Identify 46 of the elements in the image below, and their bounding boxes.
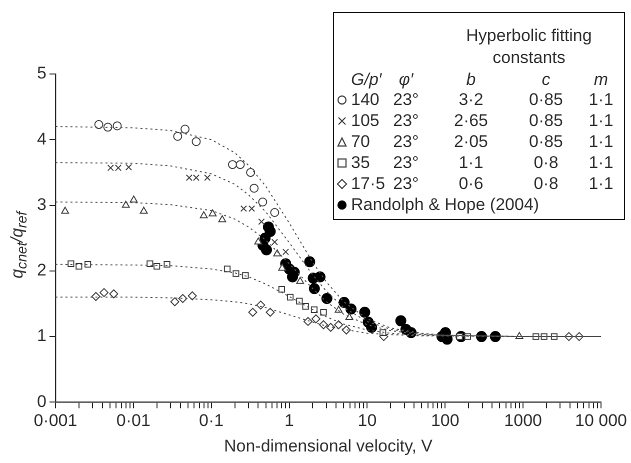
annotation: 23° (393, 111, 419, 131)
annotation: 1·1 (588, 111, 614, 131)
x-tick-label: 0·1 (199, 411, 224, 430)
annotation: 0·8 (534, 153, 558, 173)
annotation: φ′ (398, 70, 414, 90)
x-tick-label: 10 (358, 411, 377, 430)
y-tick-label: 4 (36, 129, 46, 148)
y-tick-label: 2 (36, 260, 46, 280)
annotation: c (542, 70, 550, 90)
legend-label: 105 (351, 111, 380, 131)
annotation: 0·85 (528, 111, 564, 131)
x-tick-label: 0·001 (34, 411, 78, 430)
y-tick-label: 1 (36, 326, 46, 346)
annotation: 23° (393, 174, 419, 194)
annotation: 1·1 (458, 153, 484, 173)
x-tick-label: 100 (430, 411, 460, 430)
annotation: 2·05 (454, 132, 488, 152)
legend-label: 17·5 (351, 174, 386, 194)
legend-label: Randolph & Hope (2004) (351, 195, 540, 215)
annotation: 0·85 (528, 90, 564, 110)
legend-label: 70 (351, 132, 370, 152)
x-tick-label: 0·01 (116, 411, 150, 430)
annotation: 23° (393, 90, 419, 110)
annotation: 1·1 (588, 90, 614, 110)
annotation: 23° (393, 132, 419, 152)
legend-label: 35 (351, 153, 370, 173)
x-axis-title: Non-dimensional velocity, V (224, 436, 434, 456)
legend-label: 140 (351, 90, 380, 110)
annotation: 1·1 (588, 174, 614, 194)
x-tick-label: 1 (284, 411, 294, 430)
annotation: 0·85 (528, 132, 564, 152)
annotation: 0·8 (534, 174, 558, 194)
y-tick-label: 0 (36, 392, 46, 411)
annotation: 3·2 (458, 90, 484, 110)
annotation: 23° (393, 153, 419, 173)
annotation: G/p′ (351, 70, 382, 90)
y-tick-label: 5 (36, 64, 46, 83)
annotation: 1·1 (588, 132, 614, 152)
annotation: m (594, 70, 608, 90)
annotation: 1·1 (588, 153, 614, 173)
annotation: b (466, 70, 476, 90)
y-tick-label: 3 (36, 194, 46, 214)
annotation: 0·6 (458, 174, 484, 194)
annotation: 2·65 (454, 111, 488, 131)
x-tick-label: 10 000 (575, 411, 627, 430)
x-tick-label: 1000 (504, 411, 542, 430)
